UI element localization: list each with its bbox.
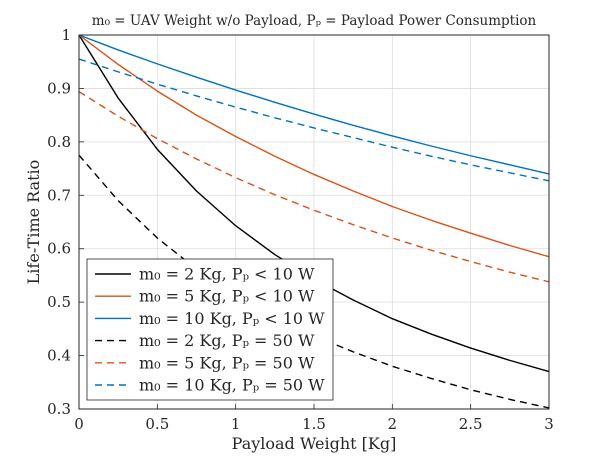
- legend-label-4: m₀ = 2 Kg, Pₚ = 50 W: [139, 331, 315, 350]
- axis-ticks: 0 0.5 1 1.5 2 2.5 3 0.3 0.4 0.5 0.6 0.7 0.8 0.9 1: [47, 26, 554, 433]
- x-tick-label: 1: [231, 415, 241, 433]
- x-tick-label: 0: [74, 415, 84, 433]
- y-tick-label: 0.6: [47, 240, 71, 258]
- y-tick-label: 0.5: [47, 293, 71, 311]
- y-tick-label: 0.4: [47, 347, 71, 365]
- y-tick-label: 1: [61, 26, 71, 44]
- x-axis-label: Payload Weight [Kg]: [232, 434, 397, 453]
- x-tick-label: 3: [544, 415, 554, 433]
- chart-title: m₀ = UAV Weight w/o Payload, Pₚ = Payloa…: [92, 13, 537, 29]
- x-tick-label: 0.5: [145, 415, 169, 433]
- legend-box: [86, 258, 334, 401]
- series-line-4: [78, 154, 550, 409]
- legend: m₀ = 2 Kg, Pₚ < 10 W m₀ = 5 Kg, Pₚ < 10 W…: [86, 258, 334, 401]
- x-tick-label: 2.5: [459, 415, 483, 433]
- y-tick-label: 0.7: [47, 186, 71, 204]
- legend-label-1: m₀ = 2 Kg, Pₚ < 10 W: [139, 265, 315, 284]
- y-tick-label: 0.9: [47, 79, 71, 97]
- y-tick-label: 0.3: [47, 400, 71, 418]
- legend-label-5: m₀ = 5 Kg, Pₚ = 50 W: [139, 353, 315, 372]
- x-tick-label: 2: [388, 415, 398, 433]
- legend-label-6: m₀ = 10 Kg, Pₚ = 50 W: [139, 376, 325, 395]
- y-axis-label: Life-Time Ratio: [24, 160, 43, 285]
- y-tick-label: 0.8: [47, 133, 71, 151]
- legend-label-3: m₀ = 10 Kg, Pₚ < 10 W: [139, 309, 325, 328]
- series-line-6: [78, 58, 550, 182]
- series-line-2: [78, 34, 550, 258]
- legend-label-2: m₀ = 5 Kg, Pₚ < 10 W: [139, 287, 315, 306]
- series-line-3: [78, 34, 550, 175]
- x-tick-label: 1.5: [302, 415, 326, 433]
- series-lines: [78, 34, 550, 409]
